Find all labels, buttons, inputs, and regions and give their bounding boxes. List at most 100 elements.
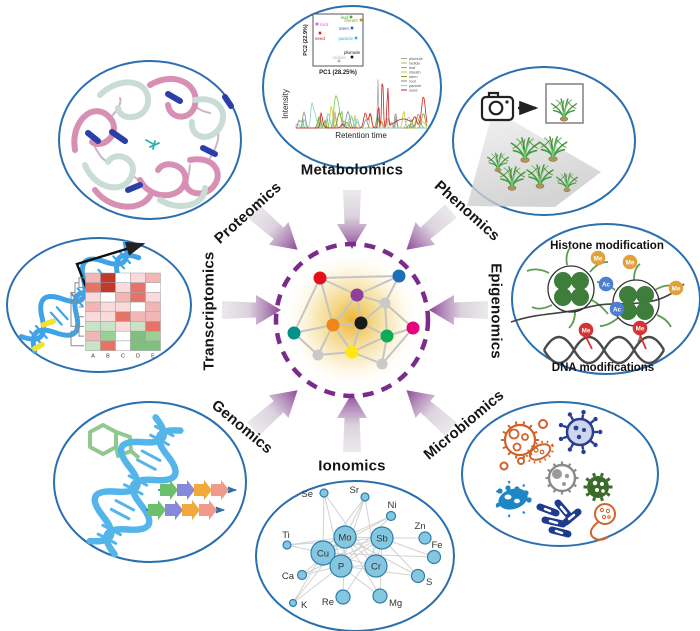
microbe-spike <box>552 488 557 493</box>
element-label-K: K <box>301 600 308 611</box>
orange-bacterium-icon <box>525 440 555 464</box>
microbe-spike <box>547 483 552 488</box>
dna-modifications-title: DNA modifications <box>552 362 654 374</box>
microbe-spike <box>528 451 533 456</box>
microbe-spike <box>533 445 538 450</box>
element-node-Ni <box>385 510 397 522</box>
hub-edge <box>293 277 321 334</box>
heatmap-cell <box>100 301 116 313</box>
legend-label: panicle <box>409 83 421 88</box>
microbe-spike-dot <box>558 422 564 428</box>
heatmap-cell <box>85 282 101 293</box>
microbe-spike <box>589 419 595 425</box>
dna-double-helix-icon <box>86 414 184 558</box>
heatmap-cell <box>100 330 116 342</box>
element-label-Cr: Cr <box>371 561 381 572</box>
hub-node <box>354 316 368 330</box>
arrow-metabolomics <box>337 190 367 249</box>
heatmap-cell <box>145 301 161 313</box>
epigenomics-label: Epigenomics <box>487 263 505 359</box>
modification-badges: Me Me Me Ac Ac Me Me <box>578 250 684 338</box>
pca-point-root <box>315 22 319 26</box>
element-node-Zn <box>418 531 432 545</box>
element-label-Ca: Ca <box>282 571 295 582</box>
gene-arrow <box>199 500 217 520</box>
hub-edge <box>319 275 400 279</box>
microbe-spike <box>514 421 518 426</box>
transcriptomics-scene: A B C D E <box>18 240 161 360</box>
element-label-Fe: Fe <box>431 540 442 551</box>
rod-bacteria-icon <box>536 499 582 538</box>
badge-label: Ac <box>613 306 622 313</box>
legend-label: root <box>409 78 417 83</box>
chromatogram-trace-seed <box>296 83 428 129</box>
heatmap-cell <box>115 330 131 342</box>
nucleosome-2 <box>612 279 660 327</box>
heatmap-cell <box>85 272 101 283</box>
microbe-spike <box>567 463 572 468</box>
pca-point-seed <box>318 31 322 35</box>
microbe-spike <box>547 468 552 473</box>
element-node-Sr <box>360 492 370 502</box>
heatmap-cell <box>115 321 131 332</box>
heatmap-cell <box>130 321 146 332</box>
element-label-Ti: Ti <box>282 530 290 541</box>
heatmap-cell <box>115 272 131 283</box>
camera-icon <box>480 91 515 122</box>
chromatogram-xlabel: Retention time <box>335 131 387 140</box>
arrow-transcriptomics <box>222 295 281 325</box>
pca-point-radicle <box>337 59 341 63</box>
heatmap-col-label: A <box>91 354 95 360</box>
microbe-spike-dot <box>558 436 564 442</box>
badge-label: Me <box>636 325 645 332</box>
heatmap-cell <box>130 292 146 303</box>
heatmap-cell <box>85 301 101 313</box>
hub-node <box>287 326 301 340</box>
heatmap-col-label: E <box>151 354 155 360</box>
badge-label: Me <box>582 327 591 334</box>
microbe-spike <box>589 439 595 445</box>
element-node-Ti <box>282 540 292 550</box>
hub-edge <box>319 277 358 296</box>
microbe-spike-dot <box>593 442 598 448</box>
microbe-spike <box>567 488 572 493</box>
microbe-spike <box>606 492 611 497</box>
heatmap-col-label: B <box>106 354 110 360</box>
microbe-spike <box>507 514 511 518</box>
pca-point-label: sheath <box>344 18 358 23</box>
microbe-spike <box>522 454 526 459</box>
legend-label: leaf <box>409 65 416 70</box>
microbe-spike <box>585 477 590 482</box>
microbe-spike <box>585 492 590 497</box>
dna-helix-icon <box>18 240 142 354</box>
pca-point-label: panicle <box>338 36 353 41</box>
ionome-nodes: Se Sr Ni Ti Zn Fe Ca S K Re Mg Mo Sb Cu P Cr <box>282 485 443 611</box>
arrow-epigenomics <box>429 295 488 325</box>
genomics-scene <box>86 414 238 558</box>
pca-point-sheath <box>359 18 363 22</box>
element-node-Mo <box>333 525 357 549</box>
legend-label: sheath <box>409 69 421 74</box>
heatmap-cell <box>85 330 101 342</box>
transcription-arrow <box>75 241 146 293</box>
element-label-Se: Se <box>301 489 313 500</box>
heatmap-cell <box>130 340 146 351</box>
microbe-spike <box>562 435 569 440</box>
hub-node <box>345 345 359 359</box>
heatmap-cell <box>85 292 101 303</box>
metabolomics-chart: plumuleradicleleafsheathstemrootpanicles… <box>281 13 428 140</box>
microbe-spike <box>528 424 533 429</box>
badge-label: Ac <box>602 281 611 288</box>
heatmap-cell <box>115 311 131 322</box>
ionomics-label: Ionomics <box>318 457 386 475</box>
badge-Me <box>632 320 648 336</box>
microbe-spike <box>569 442 575 449</box>
microbe-spike <box>522 510 526 515</box>
gene-arrow <box>211 480 229 500</box>
ionome-edge <box>292 536 346 604</box>
pca-point-leaf <box>349 15 353 19</box>
legend-label: radicle <box>409 60 420 65</box>
